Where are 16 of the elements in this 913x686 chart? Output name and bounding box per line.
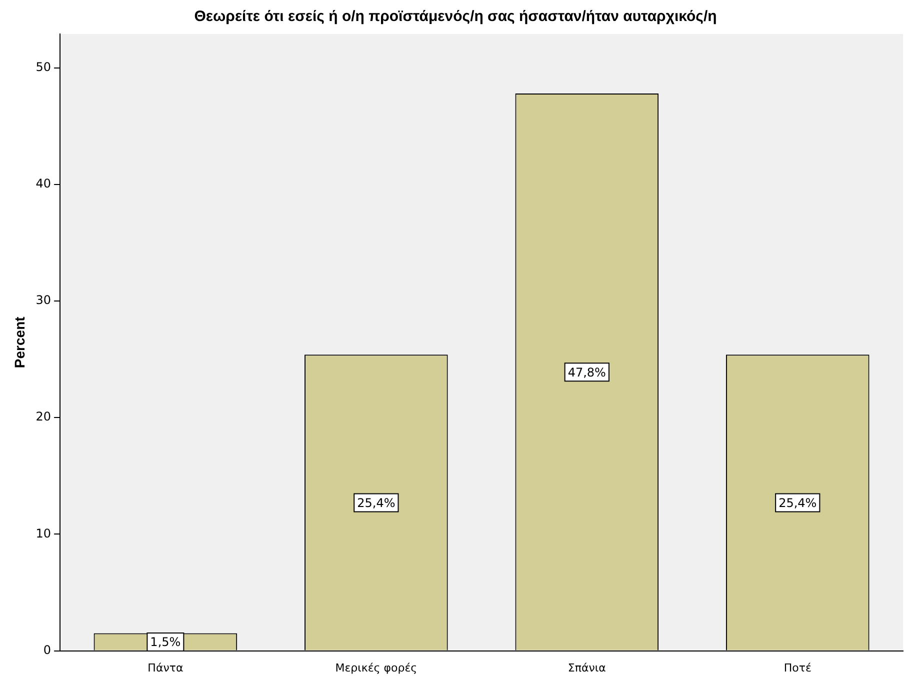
y-axis-title: Percent bbox=[11, 316, 28, 368]
y-tick-label: 0 bbox=[43, 642, 52, 657]
x-tick-label: Σπάνια bbox=[568, 661, 606, 674]
data-label: 25,4% bbox=[778, 496, 817, 510]
x-tick-label: Πάντα bbox=[148, 661, 184, 674]
y-tick-label: 40 bbox=[36, 176, 52, 191]
chart-title: Θεωρείτε ότι εσείς ή ο/η προϊστάμενός/η σας ήσασταν/ήταν αυταρχικός/η bbox=[194, 8, 717, 26]
data-label: 47,8% bbox=[568, 365, 606, 380]
y-tick-label: 30 bbox=[36, 293, 52, 308]
y-tick-label: 50 bbox=[36, 60, 52, 74]
y-tick-label: 10 bbox=[36, 526, 52, 540]
x-tick-label: Μερικές φορές bbox=[335, 661, 418, 674]
x-tick-label: Ποτέ bbox=[784, 661, 812, 674]
data-label: 1,5% bbox=[150, 635, 181, 650]
y-tick-label: 20 bbox=[36, 410, 52, 424]
data-label: 25,4% bbox=[357, 496, 396, 510]
